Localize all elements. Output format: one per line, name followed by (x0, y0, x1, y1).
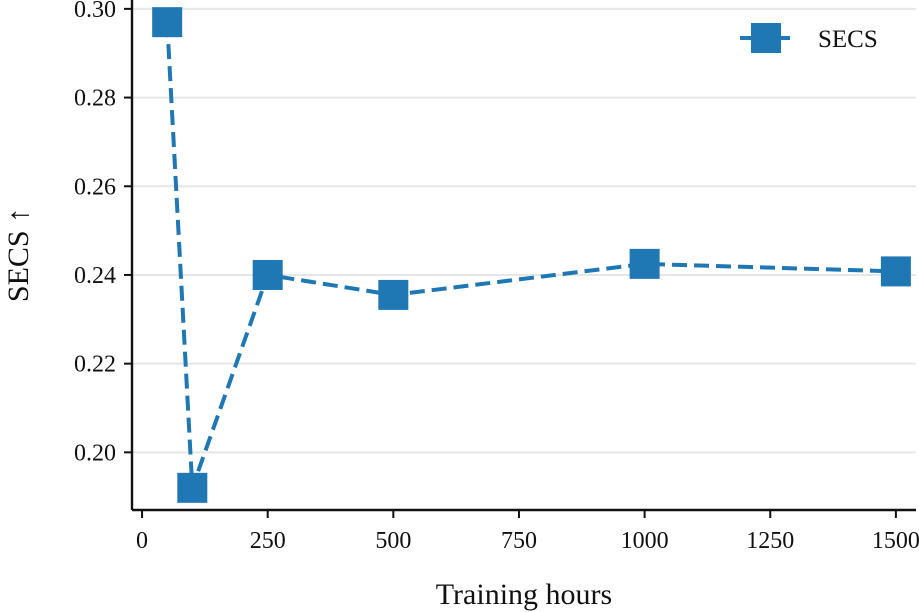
x-tick-label-1: 250 (250, 528, 286, 554)
x-tick-label-3: 750 (501, 528, 537, 554)
data-point-4 (629, 248, 660, 279)
y-tick-label-5: 0.30 (74, 0, 116, 23)
axes (130, 0, 916, 512)
x-axis-title: Training hours (436, 578, 612, 611)
y-tick-label-3: 0.26 (74, 174, 116, 200)
x-tick-label-5: 1250 (746, 528, 794, 554)
y-tick-label-2: 0.24 (74, 263, 116, 289)
y-tick-label-4: 0.28 (74, 86, 116, 112)
data-point-1 (177, 472, 208, 503)
y-axis-title: SECS ↑ (2, 208, 35, 302)
x-tick-label-2: 500 (375, 528, 411, 554)
y-tick-label-0: 0.20 (74, 440, 116, 466)
y-tick-label-1: 0.22 (74, 352, 116, 378)
legend-marker (751, 23, 781, 53)
data-point-3 (378, 279, 409, 310)
series-layer (152, 7, 911, 503)
x-tick-label-0: 0 (136, 528, 148, 554)
x-tick-label-6: 1500 (872, 528, 919, 554)
data-point-0 (152, 7, 183, 38)
grid-lines (132, 7, 916, 454)
x-tick-label-4: 1000 (621, 528, 669, 554)
data-point-5 (880, 256, 911, 287)
data-point-2 (252, 259, 283, 290)
legend: SECS (740, 23, 878, 53)
legend-label-secs: SECS (818, 26, 878, 53)
series-line-secs (165, 22, 896, 489)
ticks: 0 250 500 750 1000 1250 1500 0.20 0.22 0.24 0.26 0.… (74, 0, 919, 554)
